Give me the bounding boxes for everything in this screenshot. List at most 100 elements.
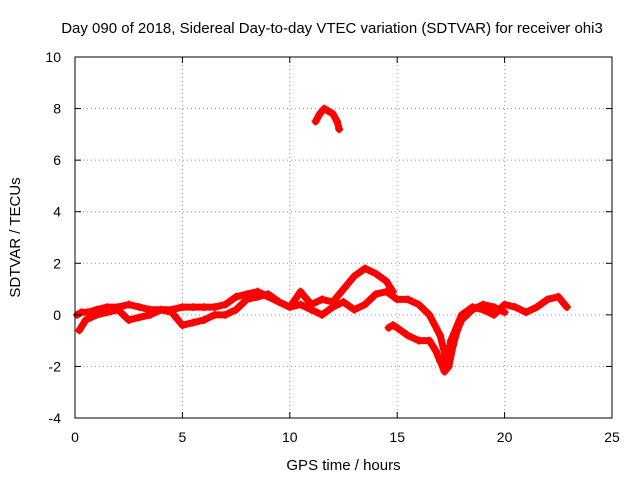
data-point <box>489 310 498 319</box>
x-tick-label: 20 <box>497 429 513 445</box>
data-point <box>178 303 187 312</box>
data-point <box>210 310 219 319</box>
data-point <box>178 321 187 330</box>
data-point <box>333 117 342 126</box>
data-point <box>81 316 90 325</box>
data-point <box>135 303 144 312</box>
y-tick-label: -4 <box>49 410 62 426</box>
data-series <box>73 104 571 376</box>
data-point <box>210 303 219 312</box>
x-tick-label: 0 <box>71 429 79 445</box>
data-point <box>388 321 397 330</box>
data-point <box>146 310 155 319</box>
data-point <box>489 303 498 312</box>
data-point <box>449 341 458 350</box>
data-point <box>468 305 477 314</box>
data-point <box>414 300 423 309</box>
data-point <box>384 323 393 332</box>
data-point <box>124 300 133 309</box>
data-point <box>315 109 324 118</box>
data-point <box>189 303 198 312</box>
x-tick-label: 10 <box>282 429 298 445</box>
data-point <box>350 272 359 281</box>
data-point <box>339 297 348 306</box>
grid <box>75 57 612 418</box>
data-point <box>339 285 348 294</box>
data-point <box>562 303 571 312</box>
data-point <box>414 336 423 345</box>
y-tick-label: 4 <box>53 204 61 220</box>
data-point <box>124 316 133 325</box>
data-point <box>453 326 462 335</box>
data-point <box>232 292 241 301</box>
data-point <box>543 295 552 304</box>
y-tick-label: 2 <box>53 255 61 271</box>
data-point <box>425 336 434 345</box>
data-point <box>554 292 563 301</box>
axis-ticks: 0 5 10 15 20 25 -4 -2 0 2 4 6 8 10 <box>45 49 620 445</box>
data-point <box>335 125 344 134</box>
data-point <box>318 295 327 304</box>
data-point <box>275 297 284 306</box>
data-point <box>296 300 305 309</box>
data-point <box>360 300 369 309</box>
y-tick-label: 6 <box>53 152 61 168</box>
data-point <box>92 310 101 319</box>
plot-frame <box>74 56 613 419</box>
x-tick-label: 5 <box>179 429 187 445</box>
data-point <box>320 104 329 113</box>
data-point <box>393 295 402 304</box>
data-point <box>328 303 337 312</box>
data-point <box>371 290 380 299</box>
data-point <box>436 357 445 366</box>
data-point <box>103 308 112 317</box>
data-point <box>253 292 262 301</box>
data-point <box>522 308 531 317</box>
data-point <box>440 367 449 376</box>
data-point <box>371 269 380 278</box>
chart-title: Day 090 of 2018, Sidereal Day-to-day VTE… <box>61 20 603 37</box>
data-point <box>436 331 445 340</box>
x-axis-title: GPS time / hours <box>286 457 400 474</box>
data-point <box>264 290 273 299</box>
x-tick-label: 25 <box>604 429 620 445</box>
data-point <box>307 305 316 314</box>
data-point <box>232 305 241 314</box>
data-point <box>500 308 509 317</box>
data-point <box>199 316 208 325</box>
data-point <box>199 303 208 312</box>
data-point <box>189 318 198 327</box>
x-tick-label: 15 <box>389 429 405 445</box>
y-tick-label: -2 <box>49 358 62 374</box>
data-point <box>500 300 509 309</box>
data-point <box>75 326 84 335</box>
data-point <box>360 264 369 273</box>
data-point <box>135 313 144 322</box>
data-point <box>403 331 412 340</box>
data-point <box>444 362 453 371</box>
data-point <box>221 310 230 319</box>
data-point <box>167 308 176 317</box>
data-point <box>156 305 165 314</box>
data-point <box>431 346 440 355</box>
y-tick-label: 8 <box>53 101 61 117</box>
y-axis-title: SDTVAR / TECUs <box>7 177 24 297</box>
data-point <box>511 303 520 312</box>
data-point <box>324 107 333 116</box>
data-point <box>311 117 320 126</box>
data-point <box>328 109 337 118</box>
y-tick-label: 0 <box>53 307 61 323</box>
data-point <box>350 305 359 314</box>
data-point <box>83 308 92 317</box>
data-point <box>479 300 488 309</box>
series-band-track-2 <box>75 288 571 365</box>
data-point <box>393 323 402 332</box>
data-point <box>318 310 327 319</box>
y-tick-label: 10 <box>45 49 61 65</box>
data-point <box>285 303 294 312</box>
data-point <box>382 287 391 296</box>
data-point <box>532 303 541 312</box>
data-point <box>221 300 230 309</box>
